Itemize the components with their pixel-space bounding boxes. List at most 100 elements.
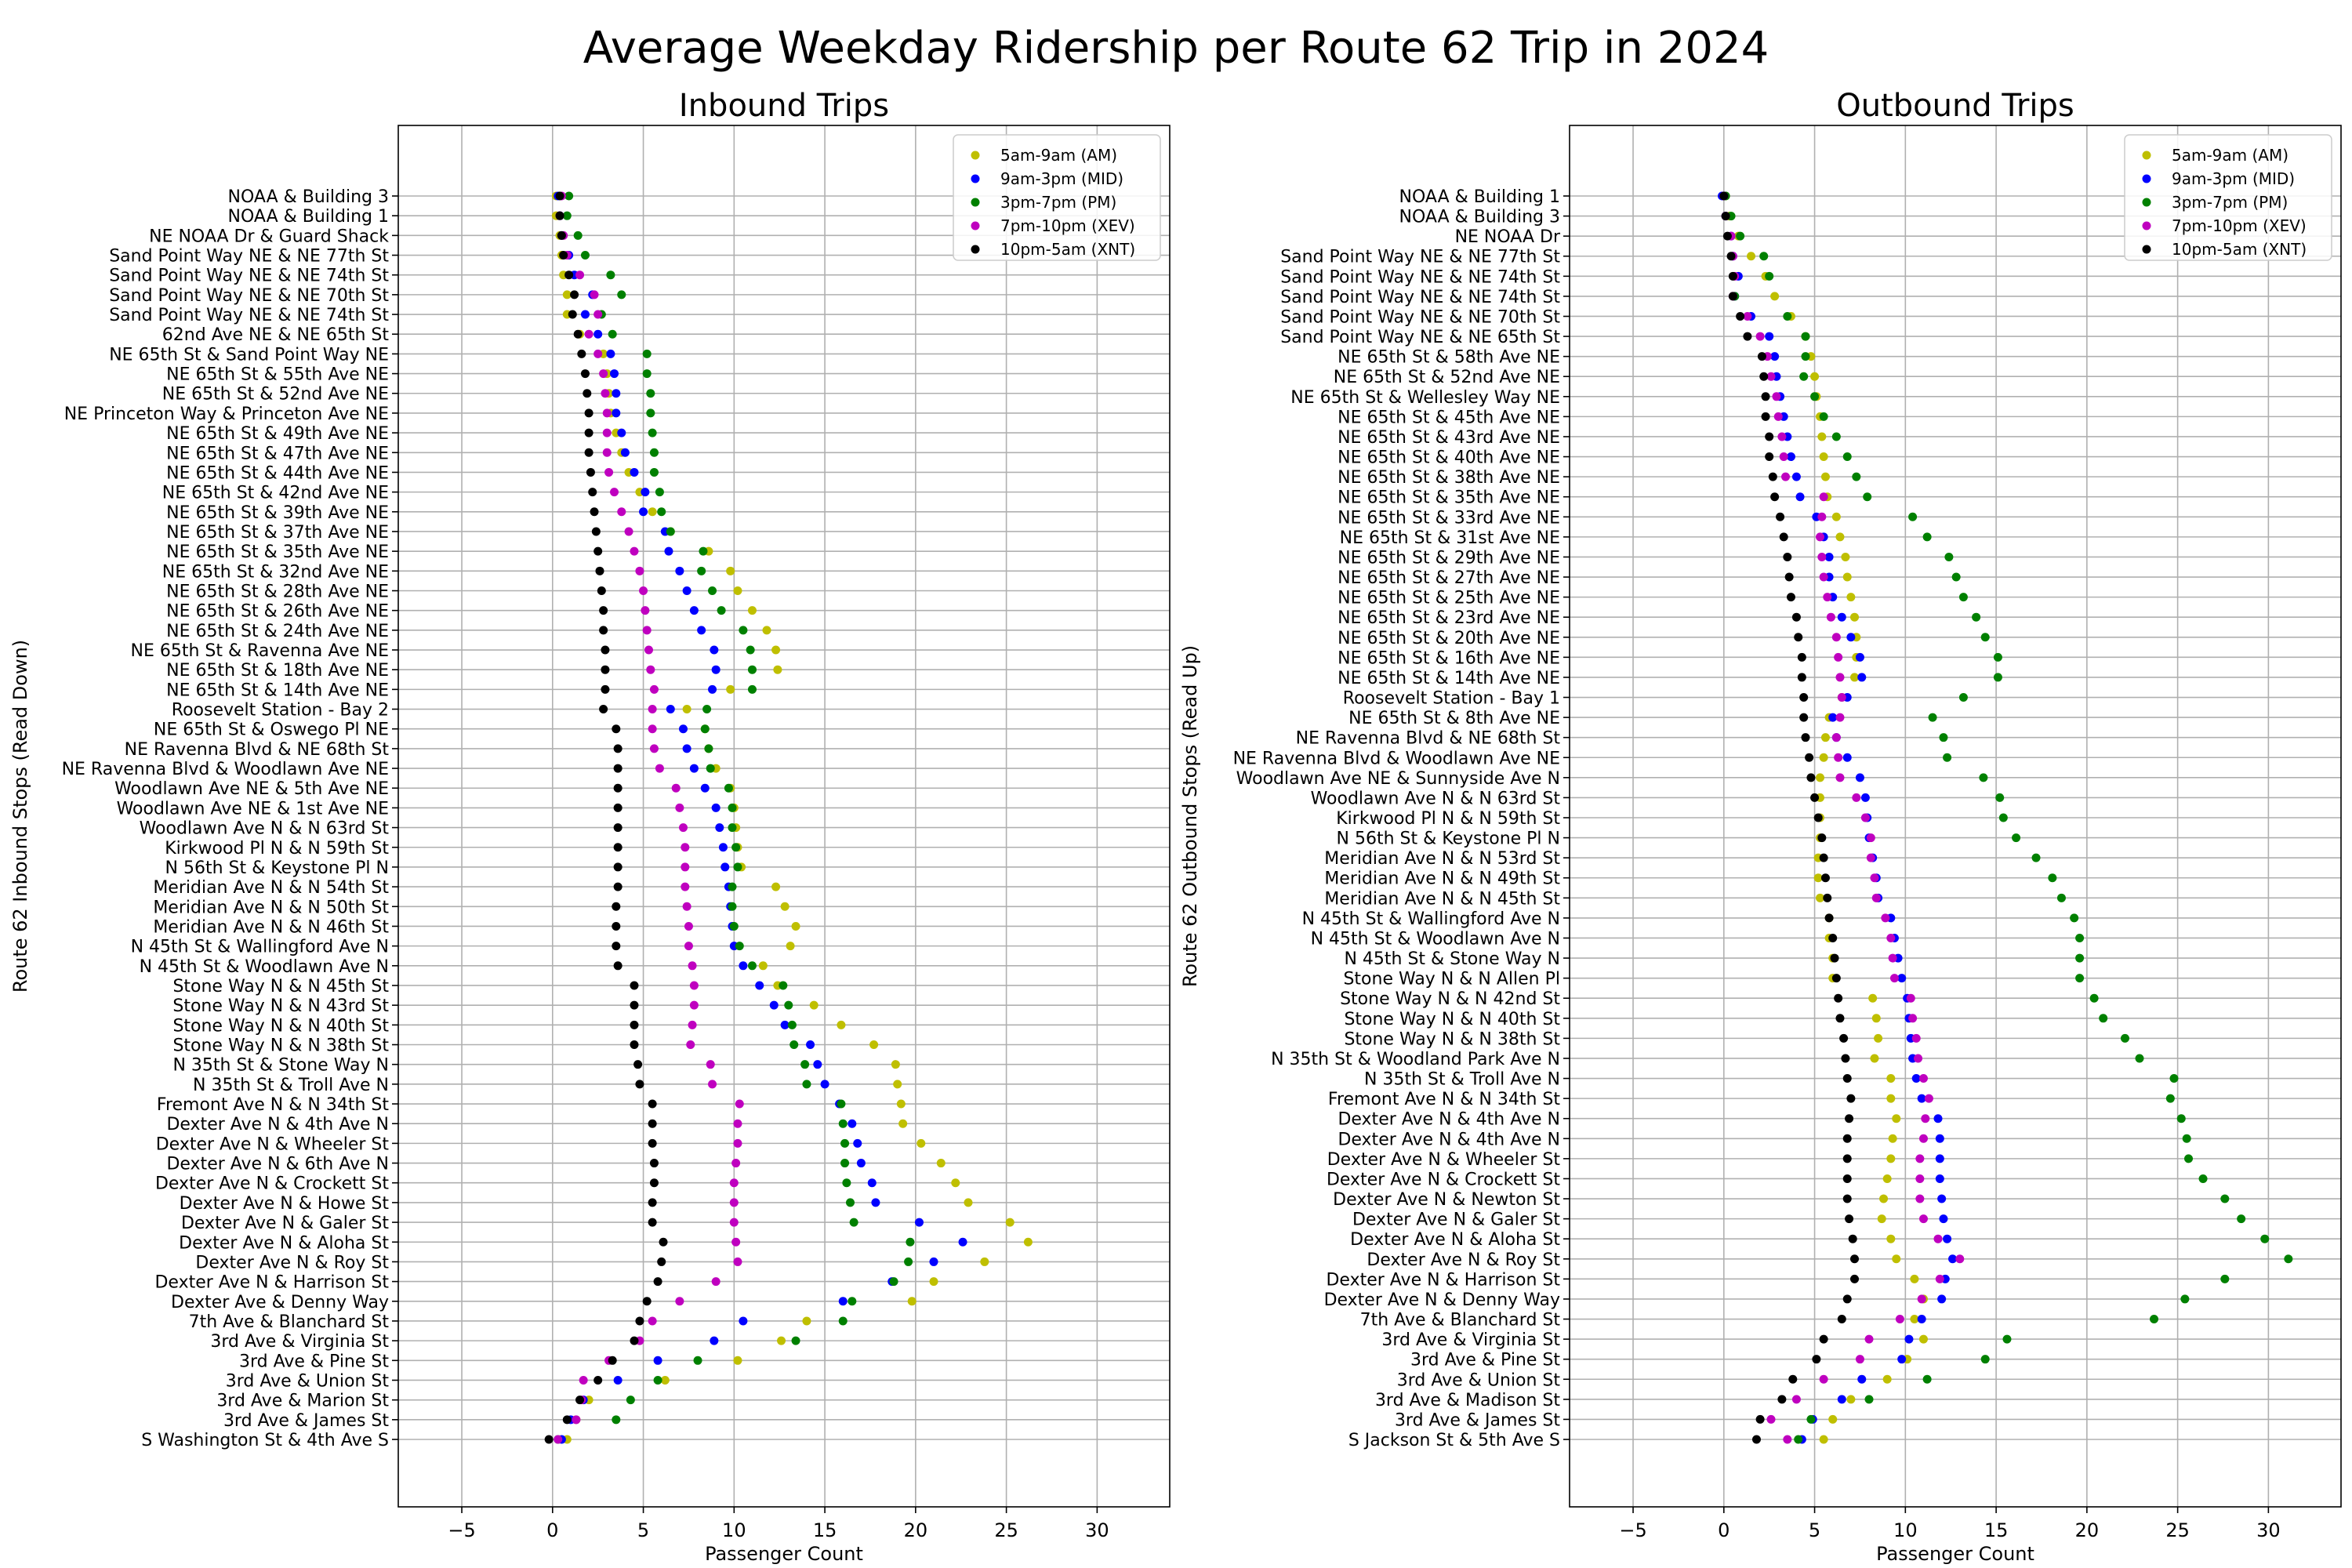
data-point-xnt [1799, 693, 1809, 702]
x-tick-label: −5 [1619, 1519, 1646, 1541]
data-point-xnt [1806, 773, 1816, 782]
y-tick-label: Sand Point Way NE & NE 74th St [1280, 267, 1560, 287]
data-point-pm [1801, 352, 1810, 361]
y-tick-label: N 45th St & Woodlawn Ave N [140, 957, 389, 977]
data-point-xnt [1728, 292, 1737, 301]
data-point-mid [708, 684, 717, 694]
data-point-am [1820, 472, 1830, 481]
data-point-xnt [555, 211, 564, 220]
data-point-am [1842, 572, 1852, 582]
data-point-pm [1863, 492, 1872, 502]
x-tick-label: 5 [1809, 1519, 1820, 1541]
data-point-pm [626, 1396, 635, 1405]
data-point-xev [682, 902, 691, 911]
y-tick-label: Dexter Ave N & Galer St [1352, 1210, 1560, 1230]
data-point-pm [889, 1277, 898, 1287]
data-point-pm [2070, 913, 2079, 923]
data-point-am [964, 1198, 973, 1207]
data-point-mid [1842, 753, 1852, 762]
data-point-mid [958, 1237, 967, 1247]
y-tick-label: Dexter Ave N & Galer St [181, 1214, 389, 1233]
data-point-pm [1806, 1414, 1816, 1424]
y-tick-label: 3rd Ave & James St [223, 1411, 389, 1431]
data-point-xev [1743, 311, 1752, 321]
x-tick-label: 0 [546, 1519, 558, 1541]
data-point-xev [655, 764, 664, 773]
y-tick-label: NE 65th St & Ravenna Ave NE [130, 641, 389, 661]
data-point-pm [800, 1060, 810, 1069]
data-point-xev [642, 626, 652, 635]
data-point-am [1874, 1033, 1883, 1043]
data-point-xev [711, 1277, 720, 1287]
y-tick-label: N 56th St & Keystone Pl N [165, 858, 389, 878]
data-point-xnt [648, 1119, 657, 1128]
y-tick-label: N 35th St & Stone Way N [172, 1056, 389, 1076]
data-point-pm [746, 645, 755, 655]
data-point-mid [664, 546, 673, 556]
data-point-xev [688, 961, 697, 971]
legend-label: 3pm-7pm (PM) [1000, 193, 1116, 212]
plot-area [398, 125, 1170, 1507]
data-point-xnt [1824, 913, 1834, 923]
data-point-mid [612, 389, 621, 398]
y-tick-label: N 35th St & Troll Ave N [193, 1076, 389, 1095]
data-point-xev [689, 981, 699, 990]
data-point-xnt [613, 803, 622, 812]
data-point-mid [739, 1316, 748, 1326]
data-point-mid [1917, 1315, 1926, 1324]
data-point-am [898, 1119, 908, 1128]
y-tick-label: NE 65th St & Wellesley Way NE [1290, 388, 1560, 408]
data-point-am [733, 586, 742, 595]
data-point-xnt [593, 1375, 603, 1385]
data-point-am [1810, 372, 1820, 381]
data-point-pm [1951, 572, 1961, 582]
data-point-pm [1864, 1395, 1874, 1404]
y-tick-label: NE 65th St & 38th Ave NE [1338, 468, 1560, 488]
data-point-pm [653, 1375, 662, 1385]
data-point-mid [718, 843, 728, 852]
data-point-xev [590, 290, 599, 299]
panel-title: Inbound Trips [679, 88, 889, 124]
data-point-xev [1860, 813, 1870, 822]
legend-marker-am [2142, 151, 2151, 160]
y-tick-label: NE Princeton Way & Princeton Ave NE [64, 405, 389, 424]
data-point-pm [1939, 733, 1948, 742]
data-point-xnt [613, 843, 622, 852]
data-point-xnt [1812, 1355, 1821, 1364]
data-point-pm [731, 843, 741, 852]
y-tick-label: Stone Way N & N 45th St [172, 977, 389, 996]
data-point-pm [728, 882, 737, 891]
data-point-xnt [630, 1040, 639, 1050]
data-point-xev [648, 1316, 657, 1326]
data-point-mid [856, 1159, 866, 1168]
legend-label: 10pm-5am (XNT) [1000, 240, 1135, 259]
y-tick-label: NE 65th St & 20th Ave NE [1338, 629, 1560, 648]
data-point-xnt [1837, 1315, 1846, 1324]
data-point-xev [646, 665, 655, 674]
data-point-xev [671, 783, 681, 793]
legend-label: 9am-3pm (MID) [1000, 169, 1123, 188]
data-point-xnt [1845, 1114, 1854, 1123]
y-tick-label: NE 65th St & 26th Ave NE [166, 602, 389, 622]
data-point-pm [657, 507, 666, 517]
data-point-xnt [601, 645, 610, 655]
data-point-pm [573, 230, 583, 240]
data-point-xnt [1786, 593, 1795, 602]
data-point-mid [848, 1119, 857, 1128]
data-point-am [1850, 673, 1860, 682]
data-point-xev [1911, 1033, 1921, 1043]
data-point-xev [684, 942, 693, 951]
data-point-pm [735, 942, 744, 951]
data-point-am [1747, 252, 1756, 261]
data-point-am [951, 1178, 960, 1188]
data-point-pm [1810, 392, 1820, 401]
y-tick-label: NE 65th St & 47th Ave NE [166, 444, 389, 463]
data-point-xev [601, 389, 610, 398]
data-point-pm [2169, 1074, 2179, 1083]
data-point-xnt [595, 566, 604, 575]
y-tick-label: 62nd Ave NE & NE 65th St [162, 325, 390, 345]
data-point-mid [682, 586, 691, 595]
data-point-am [1870, 1054, 1879, 1063]
data-point-xnt [570, 290, 579, 299]
data-point-am [802, 1316, 811, 1326]
